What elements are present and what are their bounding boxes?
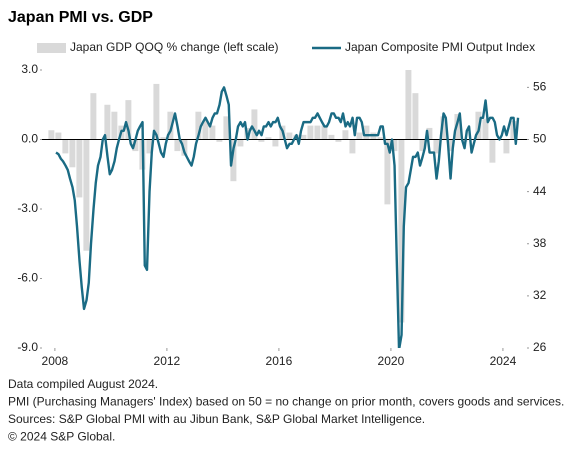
bar bbox=[405, 70, 412, 140]
legend-label: Japan Composite PMI Output Index bbox=[345, 40, 535, 54]
footnote: PMI (Purchasing Managers' Index) based o… bbox=[8, 395, 564, 409]
bar bbox=[321, 125, 328, 140]
bar bbox=[412, 93, 419, 140]
bar bbox=[160, 137, 167, 140]
bar bbox=[55, 132, 62, 140]
bar bbox=[62, 139, 69, 154]
y-tick-label: 3.0 bbox=[21, 62, 38, 76]
bar bbox=[328, 134, 335, 140]
bar bbox=[398, 139, 405, 323]
bar bbox=[223, 116, 230, 140]
bar bbox=[482, 118, 489, 140]
footnote: Sources: S&P Global PMI with au Jibun Ba… bbox=[8, 412, 425, 426]
x-tick-label: 2008 bbox=[42, 354, 69, 368]
bar bbox=[419, 139, 426, 152]
x-tick-label: 2020 bbox=[378, 354, 405, 368]
bar bbox=[342, 130, 349, 140]
bar bbox=[440, 116, 447, 140]
bar bbox=[265, 137, 272, 140]
y-tick-label: -6.0 bbox=[17, 271, 38, 285]
x-tick-label: 2024 bbox=[490, 354, 517, 368]
bar bbox=[314, 125, 321, 140]
x-tick-label: 2016 bbox=[266, 354, 293, 368]
x-tick-label: 2012 bbox=[154, 354, 181, 368]
bar bbox=[181, 139, 188, 156]
bar bbox=[48, 130, 55, 140]
bar bbox=[307, 125, 314, 140]
bar bbox=[251, 109, 258, 140]
bar bbox=[356, 132, 363, 140]
bar bbox=[90, 93, 97, 140]
y-tick-label: -9.0 bbox=[17, 340, 38, 354]
bar bbox=[363, 125, 370, 140]
bar bbox=[111, 111, 118, 140]
bar bbox=[426, 127, 433, 140]
y2-tick-label: 26 bbox=[533, 340, 547, 354]
bar bbox=[174, 139, 181, 152]
bar bbox=[132, 139, 139, 152]
bar bbox=[202, 120, 209, 140]
bar bbox=[153, 83, 160, 140]
plot-area bbox=[42, 70, 527, 348]
bar bbox=[384, 139, 391, 205]
y2-tick-label: 38 bbox=[533, 236, 547, 250]
bar bbox=[146, 139, 153, 154]
bar bbox=[216, 139, 223, 142]
bar bbox=[447, 139, 454, 152]
legend-label: Japan GDP QOQ % change (left scale) bbox=[70, 40, 279, 54]
y2-tick-label: 56 bbox=[533, 80, 547, 94]
y2-tick-label: 32 bbox=[533, 288, 547, 302]
bar bbox=[335, 139, 342, 142]
bar bbox=[391, 139, 398, 152]
bar bbox=[349, 139, 356, 154]
bar bbox=[237, 139, 244, 147]
bar bbox=[272, 139, 279, 147]
bar bbox=[230, 139, 237, 182]
chart-title: Japan PMI vs. GDP bbox=[8, 9, 153, 26]
bar bbox=[489, 139, 496, 163]
y2-tick-label: 44 bbox=[533, 184, 547, 198]
bar bbox=[300, 134, 307, 140]
bar bbox=[503, 139, 510, 154]
bar bbox=[104, 104, 111, 140]
bar bbox=[209, 125, 216, 140]
bar bbox=[286, 132, 293, 140]
bar bbox=[69, 139, 76, 168]
legend-swatch bbox=[37, 43, 66, 53]
y-tick-label: 0.0 bbox=[21, 132, 38, 146]
bar bbox=[76, 139, 83, 198]
bar bbox=[258, 139, 265, 142]
bar bbox=[377, 137, 384, 140]
y2-tick-label: 50 bbox=[533, 132, 547, 146]
footnote: © 2024 S&P Global. bbox=[8, 430, 115, 444]
bar bbox=[195, 111, 202, 140]
bar bbox=[125, 100, 132, 140]
footnote: Data compiled August 2024. bbox=[8, 377, 158, 391]
pmi-line bbox=[55, 86, 520, 348]
bar bbox=[167, 111, 174, 140]
bar bbox=[510, 120, 517, 140]
y-tick-label: -3.0 bbox=[17, 201, 38, 215]
bar bbox=[433, 139, 440, 154]
bar bbox=[83, 139, 90, 251]
